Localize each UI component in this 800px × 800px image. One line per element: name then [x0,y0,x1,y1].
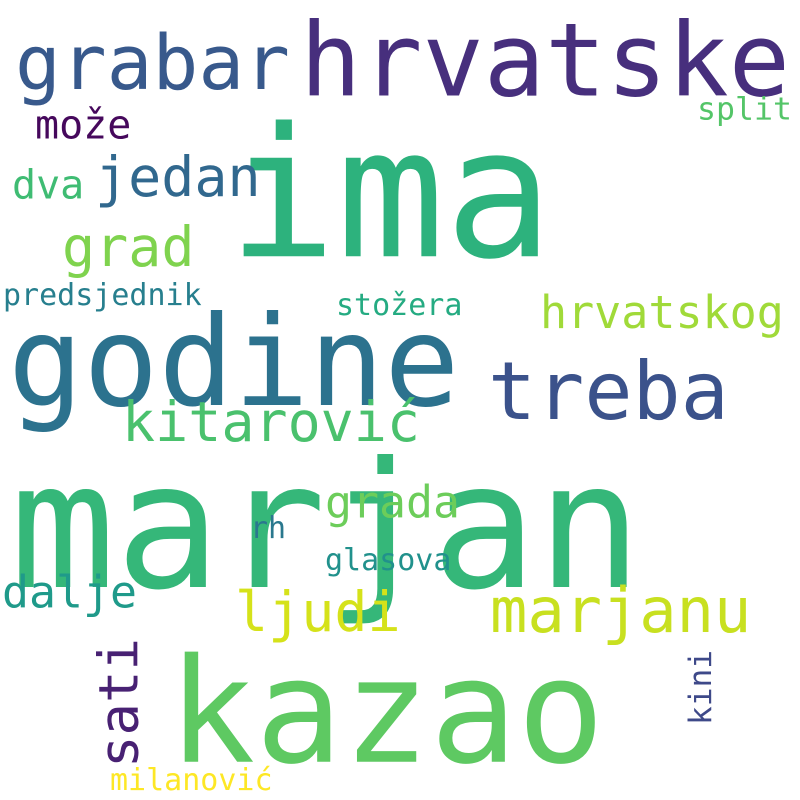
word-ima: ima [228,88,554,300]
word-stozera: stožera [336,287,463,323]
word-kitarovic: kitarović [122,390,421,455]
word-grad: grad [62,215,195,280]
word-glasova: glasova [325,542,452,578]
word-predsjednik: predsjednik [3,277,202,313]
word-dalje: dalje [2,565,137,619]
word-treba: treba [488,344,729,439]
word-grabar: grabar [15,18,290,108]
word-split: split [697,90,792,128]
word-jedan: jedan [95,145,261,210]
word-dva: dva [12,161,85,209]
word-moze: može [35,101,132,149]
word-milanovic: milanović [110,762,273,798]
word-hrvatske: hrvatske [300,0,790,120]
word-rh: rh [250,510,287,546]
word-marjan: marjan [10,424,643,629]
word-sati: sati [87,637,151,768]
word-marjanu: marjanu [490,574,752,647]
word-hrvatskog: hrvatskog [540,285,784,339]
word-kazao: kazao [168,626,605,797]
word-grada: grada [325,475,460,529]
word-kini: kini [682,650,719,725]
word-ljudi: ljudi [235,580,401,645]
word-godine: godine [8,288,460,435]
